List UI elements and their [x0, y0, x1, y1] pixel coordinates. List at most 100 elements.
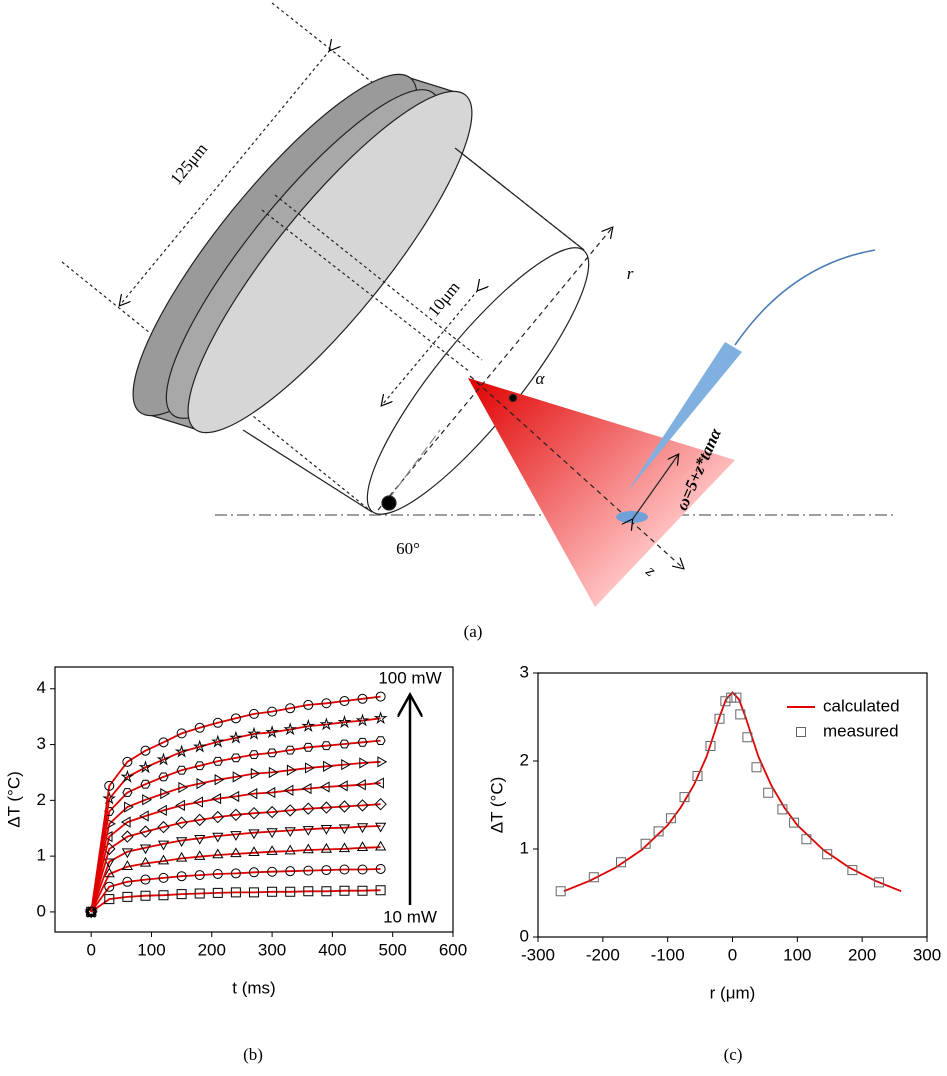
data-point [158, 872, 169, 883]
data-point [211, 793, 222, 805]
y-tick-label: 2 [37, 790, 46, 809]
data-point [874, 877, 884, 888]
data-point [267, 866, 278, 877]
data-point [230, 887, 241, 898]
data-point [121, 848, 133, 859]
data-point [140, 745, 151, 756]
data-point [338, 780, 348, 792]
x-tick-label: -100 [651, 945, 685, 964]
cylinder-edge [454, 147, 585, 251]
laser-beam [468, 378, 735, 607]
label: 60° [396, 539, 420, 558]
caption: (a) [464, 622, 483, 641]
data-point [103, 858, 115, 869]
data-point [196, 777, 207, 790]
annotation: 100 mW [378, 668, 441, 687]
data-point [286, 764, 297, 776]
data-point [120, 816, 131, 828]
data-point [822, 849, 833, 860]
data-point [323, 760, 333, 772]
x-tick-label: 300 [913, 945, 941, 964]
data-point [284, 844, 296, 855]
data-point [321, 865, 332, 876]
data-point [211, 734, 225, 748]
x-tick-label: 0 [86, 940, 95, 959]
data-point [714, 713, 725, 724]
data-point [801, 834, 812, 845]
data-point [285, 886, 296, 897]
data-point [122, 756, 133, 767]
panel-a [61, 2, 895, 607]
x-tick-label: 600 [439, 940, 467, 959]
data-point [158, 737, 169, 748]
data-point [267, 706, 278, 717]
core-arrow [382, 290, 478, 405]
series-line [90, 782, 381, 913]
data-point [375, 822, 387, 833]
data-point [356, 799, 369, 812]
data-point [359, 757, 369, 769]
data-point [174, 744, 189, 758]
plot-frame [54, 666, 454, 933]
data-point [121, 830, 134, 843]
data-point [229, 790, 240, 803]
data-point [375, 885, 386, 896]
data-point [103, 867, 115, 878]
probe-wire [734, 249, 876, 346]
data-point [355, 713, 370, 727]
data-point [374, 777, 384, 789]
cylinder-edge [242, 429, 373, 513]
data-point [303, 699, 314, 710]
data-point [104, 881, 115, 892]
data-point [139, 844, 152, 855]
data-point [301, 783, 312, 795]
data-point [157, 854, 170, 865]
data-point [377, 756, 388, 768]
data-point [338, 800, 351, 813]
y-tick-label: 3 [520, 662, 529, 681]
data-point [158, 772, 169, 782]
y-tick-label: 2 [520, 750, 529, 769]
data-point [229, 808, 243, 822]
label: 125μm [166, 139, 211, 188]
data-point [140, 779, 151, 789]
data-point [249, 887, 259, 898]
series-line [90, 739, 381, 913]
y-axis-label: ΔT (°C) [4, 771, 23, 828]
series-line [90, 695, 381, 913]
data-point [194, 722, 205, 733]
data-point [679, 792, 690, 803]
data-point [139, 856, 152, 867]
data-point [230, 753, 241, 763]
legend-label: calculated [823, 696, 900, 715]
data-point [175, 799, 185, 811]
x-tick-label: 500 [379, 940, 407, 959]
x-tick-label: 400 [318, 940, 346, 959]
legend-marker [796, 727, 806, 737]
data-point [176, 765, 187, 775]
data-point [357, 885, 368, 896]
data-point [284, 827, 296, 838]
data-point [283, 804, 297, 817]
data-point [266, 845, 278, 855]
core-line [261, 209, 471, 373]
data-point [305, 762, 315, 774]
annotation: 10 mW [383, 907, 437, 926]
data-point [763, 787, 774, 798]
y-tick-label: 3 [37, 734, 46, 753]
data-point [319, 717, 334, 731]
data-point [357, 737, 368, 747]
dim-arrow [120, 50, 330, 305]
data-point [156, 804, 167, 816]
dot [508, 393, 518, 403]
data-point [86, 906, 97, 917]
data-point [373, 711, 388, 725]
data-point [319, 781, 330, 793]
data-point [139, 825, 152, 838]
data-point [302, 802, 315, 815]
x-tick-label: 0 [728, 945, 737, 964]
data-point [212, 832, 224, 843]
data-point [653, 826, 664, 837]
data-point [176, 728, 187, 739]
